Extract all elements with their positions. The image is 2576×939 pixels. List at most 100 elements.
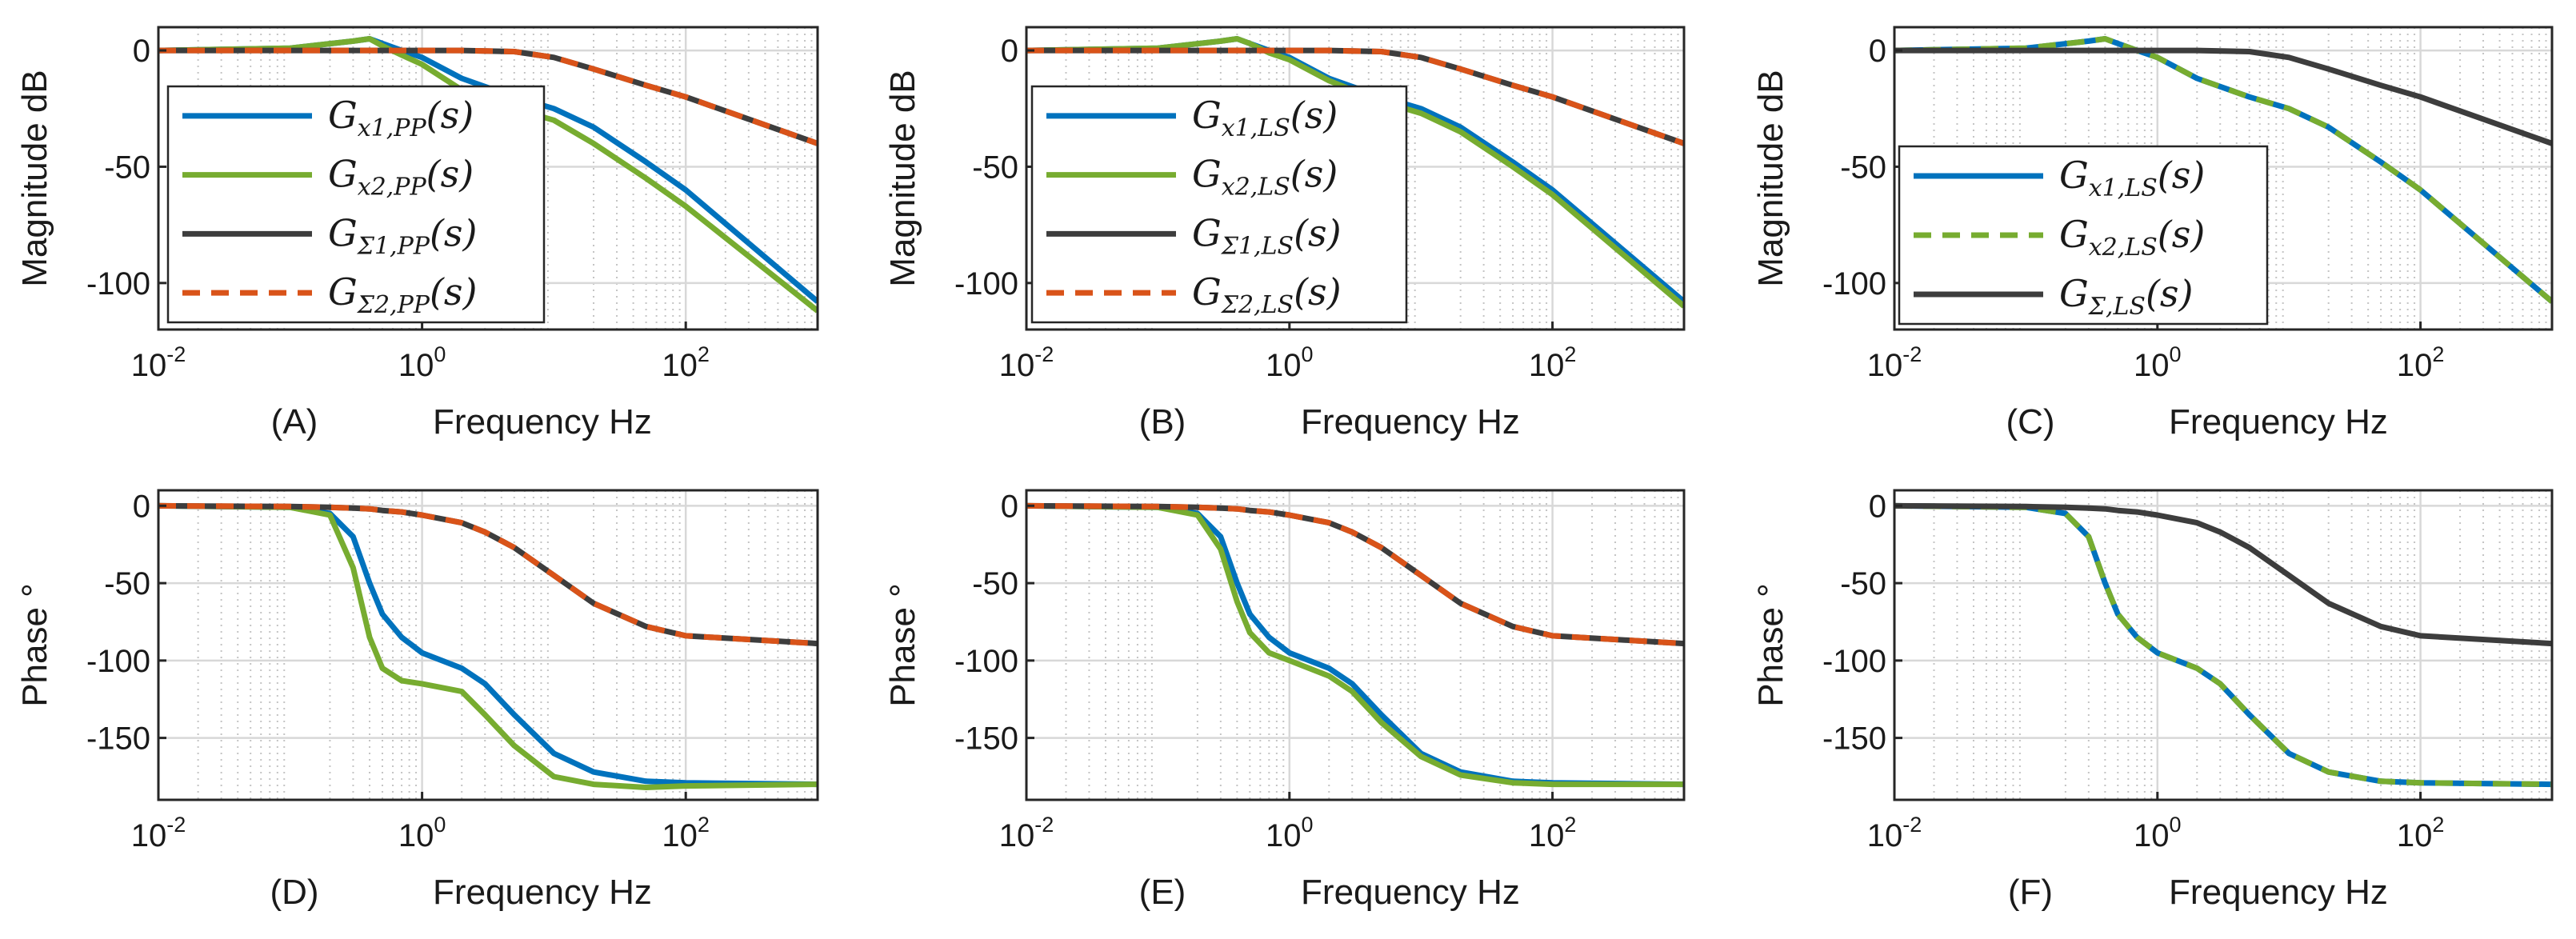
axes-frame — [1025, 489, 1686, 801]
x-axis-label: Frequency Hz — [1301, 873, 1520, 912]
y-tick-label: -50 — [1840, 150, 1886, 185]
y-tick-label: -50 — [104, 566, 150, 601]
y-axis-label: Phase ° — [1751, 583, 1790, 707]
panel-f: 10-2 100 102 0 -50 -100 -150 Phase ° (F) Frequenc… — [1751, 489, 2554, 912]
ticks — [157, 504, 687, 800]
y-axis-label: Magnitude dB — [15, 70, 54, 287]
x-tick-label: 102 — [1529, 813, 1577, 853]
series-group — [1894, 36, 2552, 304]
series-line-1 — [158, 502, 818, 788]
legend: Gx1,LS(s) Gx2,LS(s) GΣ1,LS(s) GΣ2,LS(s) — [1030, 85, 1408, 324]
x-tick-label: 100 — [1266, 813, 1314, 853]
legend-entry: GΣ,LS(s) — [2059, 272, 2193, 321]
panel-c: 10-2 100 102 0 -50 -100 Magnitude dB (C) Frequen… — [1751, 26, 2554, 442]
ticks — [1025, 504, 1554, 800]
x-tick-label: 10-2 — [131, 342, 186, 383]
legend-entry: GΣ1,LS(s) — [1192, 211, 1342, 260]
series-line-2 — [1026, 36, 1684, 309]
y-axis-label: Phase ° — [15, 583, 54, 707]
y-tick-label: -50 — [1840, 566, 1886, 601]
x-tick-label: 100 — [398, 342, 446, 383]
legend-entry: Gx1,LS(s) — [2059, 154, 2205, 202]
panel-d: 10-2 100 102 0 -50 -100 -150 Phase ° (D) Frequenc… — [15, 489, 819, 912]
panel-label: (D) — [270, 873, 318, 912]
x-tick-label: 10-2 — [999, 813, 1054, 853]
grid — [157, 490, 818, 800]
y-tick-label: -150 — [86, 721, 150, 757]
series-group — [1026, 502, 1684, 788]
y-tick-label: 0 — [133, 489, 150, 524]
series-group — [1026, 36, 1684, 309]
ticks — [1893, 504, 2422, 800]
panel-label: (A) — [271, 402, 318, 442]
series-line-3 — [158, 47, 818, 146]
y-tick-label: -100 — [954, 266, 1018, 302]
y-tick-label: -50 — [972, 150, 1018, 185]
ticks — [157, 49, 687, 330]
y-tick-label: 0 — [133, 34, 150, 69]
legend-entry: Gx2,LS(s) — [1192, 153, 1338, 202]
series-group — [158, 502, 818, 790]
legend: Gx1,LS(s) Gx2,LS(s) GΣ,LS(s) — [1898, 145, 2269, 326]
y-tick-label: 0 — [1001, 34, 1018, 69]
legend: Gx1,PP(s) Gx2,PP(s) GΣ1,PP(s) GΣ2,PP(s) — [166, 85, 546, 324]
legend-entry: Gx1,PP(s) — [328, 94, 474, 142]
axes-frame — [1025, 26, 1686, 331]
series-line-4 — [158, 502, 818, 647]
panel-label: (C) — [2006, 402, 2054, 442]
x-tick-label: 10-2 — [999, 342, 1054, 383]
series-group — [158, 36, 818, 314]
axes-frame — [1893, 26, 2554, 331]
legend-entry: Gx1,LS(s) — [1192, 94, 1338, 142]
legend-entry: GΣ1,PP(s) — [328, 211, 477, 260]
panel-label: (B) — [1139, 402, 1186, 442]
x-tick-label: 100 — [2134, 342, 2182, 383]
series-line-2 — [158, 36, 818, 314]
x-axis-label: Frequency Hz — [433, 873, 652, 912]
series-line-3 — [1894, 502, 2552, 647]
y-axis-label: Phase ° — [883, 583, 922, 707]
legend-entry: Gx2,LS(s) — [2059, 213, 2205, 262]
panel-a: 10-2 100 102 0 -50 -100 Magnitude dB (A) Frequen… — [15, 26, 819, 442]
x-tick-label: 100 — [398, 813, 446, 853]
y-tick-label: -100 — [86, 644, 150, 679]
axes-frame — [157, 26, 819, 331]
series-line-3 — [1894, 47, 2552, 146]
y-tick-label: -100 — [1822, 266, 1886, 302]
y-axis-label: Magnitude dB — [1751, 70, 1790, 287]
plot-area — [158, 490, 818, 800]
x-tick-label: 102 — [662, 342, 710, 383]
y-tick-label: 0 — [1869, 489, 1886, 524]
panel-e: 10-2 100 102 0 -50 -100 -150 Phase ° (E) Frequenc… — [883, 489, 1686, 912]
y-axis-label: Magnitude dB — [883, 70, 922, 287]
x-tick-label: 102 — [1529, 342, 1577, 383]
x-axis-label: Frequency Hz — [433, 402, 652, 442]
x-tick-label: 102 — [662, 813, 710, 853]
series-line-3 — [1026, 47, 1684, 146]
plot-area — [1894, 490, 2552, 800]
x-tick-label: 100 — [1266, 342, 1314, 383]
x-tick-label: 100 — [2134, 813, 2182, 853]
y-tick-label: -100 — [86, 266, 150, 302]
axes-frame — [157, 489, 819, 801]
x-axis-label: Frequency Hz — [1301, 402, 1520, 442]
legend-box — [1030, 85, 1408, 324]
y-tick-label: -50 — [972, 566, 1018, 601]
series-line-2 — [1894, 502, 2552, 788]
y-tick-label: 0 — [1869, 34, 1886, 69]
legend-entry: GΣ2,LS(s) — [1192, 270, 1342, 319]
y-tick-label: -50 — [104, 150, 150, 185]
axes-frame — [1893, 489, 2554, 801]
y-tick-label: 0 — [1001, 489, 1018, 524]
x-tick-label: 102 — [2397, 813, 2445, 853]
panel-label: (E) — [1139, 873, 1186, 912]
y-tick-label: -150 — [954, 721, 1018, 757]
legend-entry: GΣ2,PP(s) — [328, 270, 477, 319]
x-tick-label: 10-2 — [131, 813, 186, 853]
series-line-4 — [1026, 502, 1684, 647]
legend-entry: Gx2,PP(s) — [328, 153, 474, 202]
y-tick-label: -100 — [1822, 644, 1886, 679]
x-tick-label: 10-2 — [1867, 813, 1922, 853]
series-line-2 — [1026, 502, 1684, 788]
